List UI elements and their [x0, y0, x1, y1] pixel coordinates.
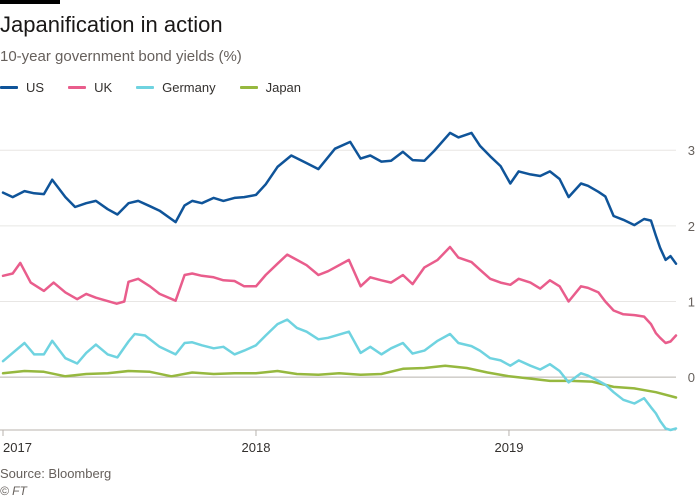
legend-label: UK: [94, 80, 113, 95]
legend-item-us: US: [0, 80, 44, 95]
series-line-japan: [1, 364, 678, 399]
y-tick-label: 3: [688, 143, 695, 158]
legend-label: US: [26, 80, 45, 95]
legend-swatch: [136, 86, 155, 89]
legend: US UK Germany Japan: [0, 80, 325, 95]
credit-note: © FT: [0, 484, 27, 498]
legend-item-germany: Germany: [136, 80, 216, 95]
series-line-germany: [1, 318, 678, 432]
legend-label: Japan: [265, 80, 302, 95]
legend-item-japan: Japan: [239, 80, 302, 95]
x-tick-label: 2017: [3, 440, 32, 455]
legend-label: Germany: [162, 80, 216, 95]
x-tick-label: 2018: [242, 440, 271, 455]
legend-swatch: [68, 86, 87, 89]
legend-swatch: [239, 86, 258, 89]
y-tick-label: 2: [688, 219, 695, 234]
chart-subtitle: 10-year government bond yields (%): [0, 48, 242, 65]
x-tick-label: 2019: [495, 440, 524, 455]
source-note: Source: Bloomberg: [0, 466, 112, 481]
y-tick-label: 1: [688, 294, 695, 309]
y-tick-label: 0: [688, 370, 695, 385]
line-chart: 0 1 2 3 2017 2018 2019: [0, 131, 695, 455]
legend-item-uk: UK: [68, 80, 112, 95]
legend-swatch: [0, 86, 18, 89]
series-line-uk: [1, 245, 678, 345]
brand-bar: [0, 0, 60, 4]
chart-title: Japanification in action: [0, 12, 223, 37]
series-line-us: [1, 131, 678, 265]
